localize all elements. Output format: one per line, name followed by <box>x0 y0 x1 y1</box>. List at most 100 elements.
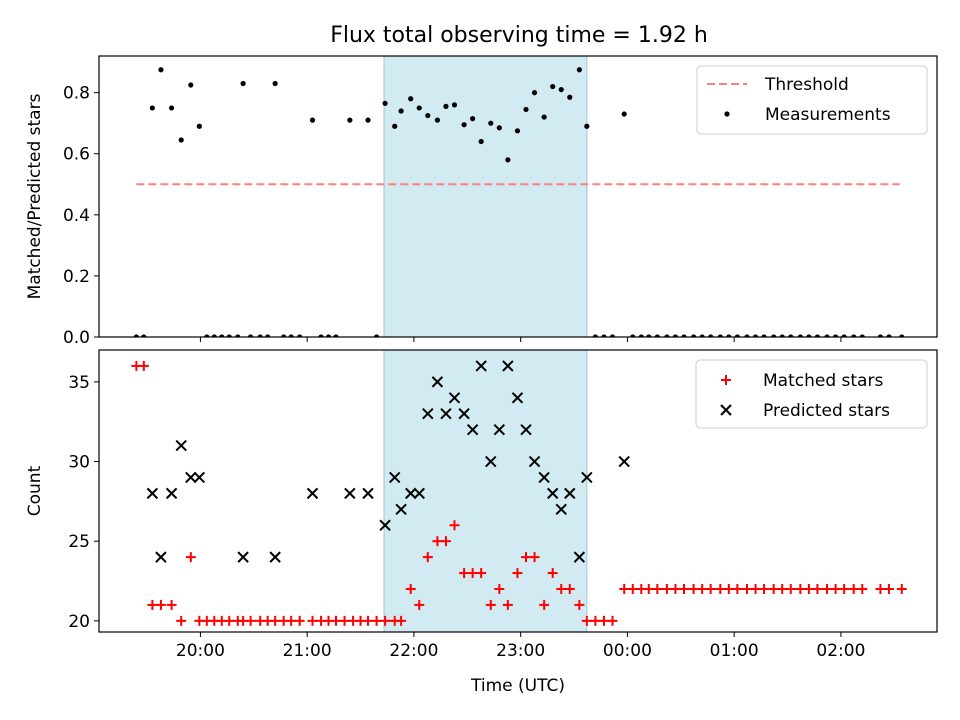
y-tick-label: 20 <box>68 612 90 632</box>
predicted-star-point <box>458 408 470 420</box>
measurement-point <box>288 334 294 337</box>
predicted-star-point <box>413 487 425 500</box>
matched-star-point <box>185 552 196 563</box>
predicted-star-point <box>511 392 524 404</box>
count-panel: 20:00 21:00 22:00 23:00 00:00 01:00 02:00 20 25 3… <box>25 349 938 696</box>
measurement-point <box>771 334 777 337</box>
predicted-star-point <box>237 551 249 563</box>
matched-star-point <box>521 552 532 563</box>
legend-box <box>695 359 928 429</box>
measurement-point <box>365 117 371 123</box>
y-axis-label: Count <box>25 465 45 516</box>
y-tick-label: 0.2 <box>63 267 90 287</box>
measurement-point <box>219 334 225 337</box>
predicted-star-point <box>306 487 319 500</box>
matched-star-point <box>422 552 433 563</box>
matched-star-point <box>812 583 823 594</box>
y-axis-label: Matched/Predicted stars <box>25 93 45 299</box>
measurement-point <box>425 112 431 119</box>
matched-star-point <box>723 583 734 594</box>
measurement-point <box>265 334 271 337</box>
predicted-star-point <box>475 360 487 372</box>
predicted-star-point <box>448 392 461 404</box>
measurement-point <box>708 334 714 337</box>
measurement-point <box>638 334 644 337</box>
matched-star-point <box>294 615 305 626</box>
measurement-point <box>392 123 398 129</box>
predicted-star-point <box>546 487 559 500</box>
legend-matched-label: Matched stars <box>763 371 883 391</box>
measurement-point <box>281 334 287 337</box>
measurement-point <box>382 100 388 106</box>
matched-star-point <box>678 583 689 594</box>
matched-star-point <box>896 583 907 594</box>
measurement-point <box>654 334 660 337</box>
x-axis-label: Time (UTC) <box>470 676 565 696</box>
x-tick-label: 00:00 <box>603 641 652 661</box>
measurement-point <box>204 334 210 337</box>
x-tick-label: 23:00 <box>496 641 545 661</box>
chart-title: Flux total observing time = 1.92 h <box>330 23 708 48</box>
matched-star-point <box>449 520 460 531</box>
matched-star-point <box>339 615 350 626</box>
predicted-star-point <box>493 423 506 436</box>
measurement-point <box>797 334 803 337</box>
y-tick-label: 0.6 <box>63 145 90 165</box>
x-tick-label: 21:00 <box>283 641 332 661</box>
matched-star-point <box>839 583 850 594</box>
matched-star-point <box>440 536 451 547</box>
matched-star-point <box>556 583 567 594</box>
predicted-star-point <box>528 455 541 468</box>
predicted-star-point <box>431 376 444 388</box>
measurement-point <box>584 123 590 129</box>
predicted-star-point <box>555 503 567 516</box>
matched-star-point <box>652 583 663 594</box>
matched-star-point <box>396 615 407 626</box>
measurement-point <box>744 334 750 337</box>
matched-star-point <box>502 599 513 610</box>
x-tick-label: 01:00 <box>710 641 759 661</box>
measurement-point <box>373 334 380 337</box>
measurement-point <box>788 334 794 337</box>
x-tick-label: 20:00 <box>176 641 225 661</box>
measurement-point <box>630 334 636 337</box>
matched-star-point <box>286 615 297 626</box>
measurement-point <box>717 334 723 337</box>
matched-star-point <box>619 583 630 594</box>
predicted-star-point <box>573 551 586 563</box>
measurement-point <box>531 90 538 96</box>
measurement-point <box>681 334 687 337</box>
measurement-point <box>488 120 494 126</box>
plot-area <box>131 360 907 626</box>
measurement-point <box>609 334 616 337</box>
highlight-band <box>383 55 588 338</box>
measurement-point <box>592 334 598 337</box>
matched-star-point <box>785 583 796 594</box>
measurement-point <box>691 334 697 337</box>
predicted-star-point <box>422 408 434 420</box>
measurement-point <box>824 334 830 337</box>
matched-star-point <box>857 583 868 594</box>
x-tick-label: 02:00 <box>816 641 865 661</box>
measurement-point <box>621 111 627 117</box>
matched-star-point <box>547 568 558 579</box>
measurement-point <box>149 105 155 111</box>
predicted-star-point <box>618 455 630 468</box>
matched-star-point <box>155 599 166 610</box>
matched-star-point <box>270 615 281 626</box>
y-tick-label: 25 <box>68 532 90 552</box>
measurement-point <box>434 117 441 123</box>
measurement-point <box>726 334 732 337</box>
matched-star-point <box>715 583 726 594</box>
measurement-point <box>226 334 232 337</box>
matched-star-point <box>581 615 592 626</box>
matched-star-point <box>574 599 585 610</box>
measurement-point <box>550 83 556 90</box>
plot-area <box>133 67 905 337</box>
predicted-star-point <box>502 360 514 372</box>
matched-star-point <box>732 583 743 594</box>
measurement-point <box>541 114 547 120</box>
matched-star-point <box>607 615 618 626</box>
matched-star-point <box>822 583 833 594</box>
legend-measurement-label: Measurements <box>765 105 891 125</box>
